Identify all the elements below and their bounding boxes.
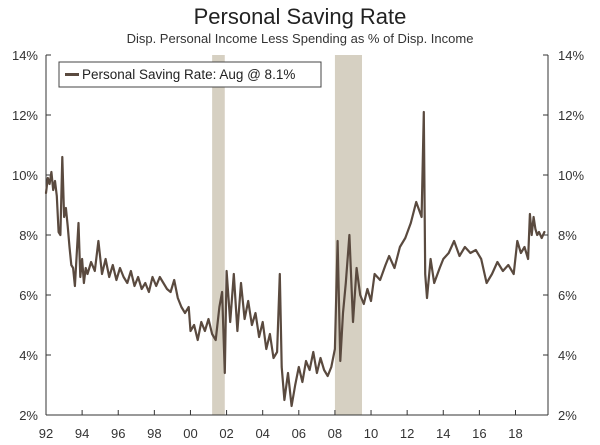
x-tick-label: 02 bbox=[219, 426, 233, 441]
x-tick-label: 14 bbox=[436, 426, 450, 441]
x-tick-label: 16 bbox=[472, 426, 486, 441]
y-tick-label-left: 10% bbox=[12, 168, 38, 183]
legend-label: Personal Saving Rate: Aug @ 8.1% bbox=[82, 67, 295, 82]
y-tick-label-right: 10% bbox=[558, 168, 584, 183]
x-tick-label: 96 bbox=[111, 426, 125, 441]
y-tick-label-left: 4% bbox=[19, 348, 38, 363]
x-tick-label: 12 bbox=[400, 426, 414, 441]
chart-title: Personal Saving Rate bbox=[193, 4, 407, 29]
recession-band-1 bbox=[212, 55, 225, 415]
y-tick-label-left: 6% bbox=[19, 288, 38, 303]
chart-legend: Personal Saving Rate: Aug @ 8.1% bbox=[58, 61, 322, 88]
y-tick-label-right: 8% bbox=[558, 228, 577, 243]
y-tick-label-right: 2% bbox=[558, 408, 577, 423]
x-tick-label: 00 bbox=[183, 426, 197, 441]
y-tick-label-left: 8% bbox=[19, 228, 38, 243]
x-tick-label: 94 bbox=[75, 426, 89, 441]
y-tick-label-right: 12% bbox=[558, 108, 584, 123]
chart-subtitle: Disp. Personal Income Less Spending as %… bbox=[126, 31, 474, 46]
legend-box bbox=[58, 61, 322, 88]
x-tick-label: 98 bbox=[147, 426, 161, 441]
series-line-saving-rate bbox=[44, 110, 546, 408]
x-tick-label: 04 bbox=[255, 426, 269, 441]
x-tick-label: 92 bbox=[39, 426, 53, 441]
chart-axes bbox=[45, 55, 549, 416]
y-tick-label-left: 12% bbox=[12, 108, 38, 123]
x-tick-label: 08 bbox=[328, 426, 342, 441]
y-tick-label-right: 4% bbox=[558, 348, 577, 363]
chart-ticks: 2% 2% 4% 4% 6% 6% 8% 8% 10% 10% 12% 12% 14% 14% 92 94 96… bbox=[12, 48, 584, 441]
y-tick-label-right: 14% bbox=[558, 48, 584, 63]
x-tick-label: 18 bbox=[508, 426, 522, 441]
y-tick-label-right: 6% bbox=[558, 288, 577, 303]
y-tick-label-left: 2% bbox=[19, 408, 38, 423]
y-tick-label-left: 14% bbox=[12, 48, 38, 63]
x-tick-label: 10 bbox=[364, 426, 378, 441]
chart-series bbox=[44, 110, 546, 408]
x-tick-label: 06 bbox=[292, 426, 306, 441]
